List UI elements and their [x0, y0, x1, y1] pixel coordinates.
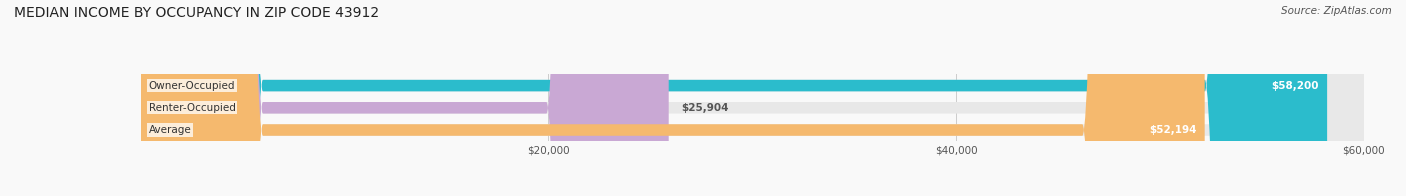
Text: Owner-Occupied: Owner-Occupied: [149, 81, 235, 91]
FancyBboxPatch shape: [141, 0, 669, 196]
Text: $25,904: $25,904: [681, 103, 728, 113]
Text: MEDIAN INCOME BY OCCUPANCY IN ZIP CODE 43912: MEDIAN INCOME BY OCCUPANCY IN ZIP CODE 4…: [14, 6, 380, 20]
FancyBboxPatch shape: [141, 0, 1364, 196]
Text: Average: Average: [149, 125, 191, 135]
Text: Source: ZipAtlas.com: Source: ZipAtlas.com: [1281, 6, 1392, 16]
Text: $52,194: $52,194: [1149, 125, 1197, 135]
FancyBboxPatch shape: [141, 0, 1205, 196]
Text: $58,200: $58,200: [1271, 81, 1319, 91]
FancyBboxPatch shape: [141, 0, 1327, 196]
FancyBboxPatch shape: [141, 0, 1364, 196]
FancyBboxPatch shape: [141, 0, 1364, 196]
Text: Renter-Occupied: Renter-Occupied: [149, 103, 236, 113]
